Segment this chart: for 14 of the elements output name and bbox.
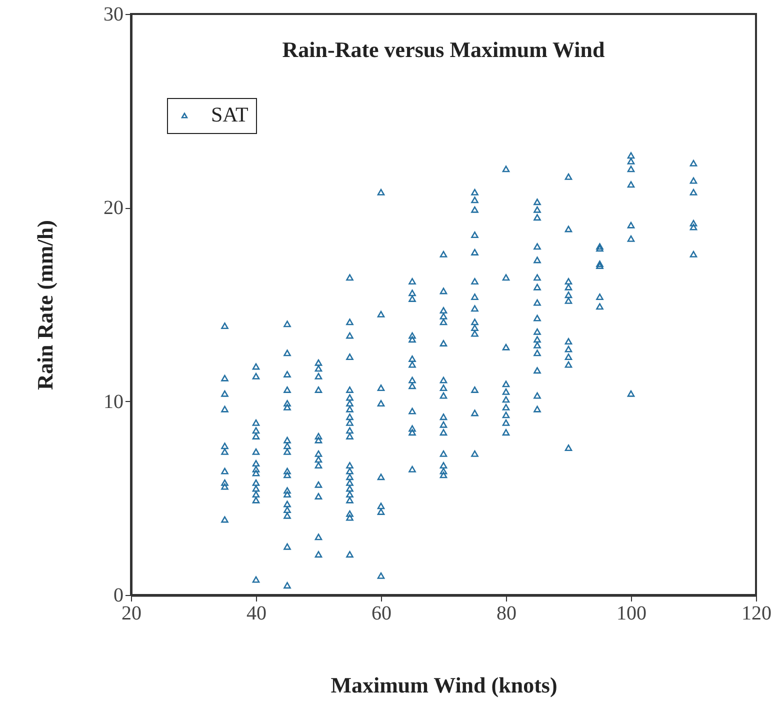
- y-axis-title: Rain Rate (mm/h): [32, 220, 58, 390]
- x-tick-label: 80: [496, 602, 516, 624]
- x-axis-title: Maximum Wind (knots): [330, 672, 558, 698]
- y-tick-label: 0: [114, 584, 124, 606]
- y-tick-label: 20: [104, 197, 124, 220]
- x-tick-label: 40: [246, 602, 266, 624]
- text: Rain-Rate versus Maximum Wind: [282, 37, 605, 62]
- legend-label: SAT: [211, 102, 249, 126]
- x-tick-label: 60: [372, 602, 392, 624]
- x-tick-label: 120: [742, 602, 772, 624]
- x-tick-label: 20: [122, 602, 142, 624]
- x-tick-label: 100: [616, 602, 646, 624]
- y-tick-label: 30: [104, 4, 124, 26]
- y-tick-label: 10: [104, 390, 124, 413]
